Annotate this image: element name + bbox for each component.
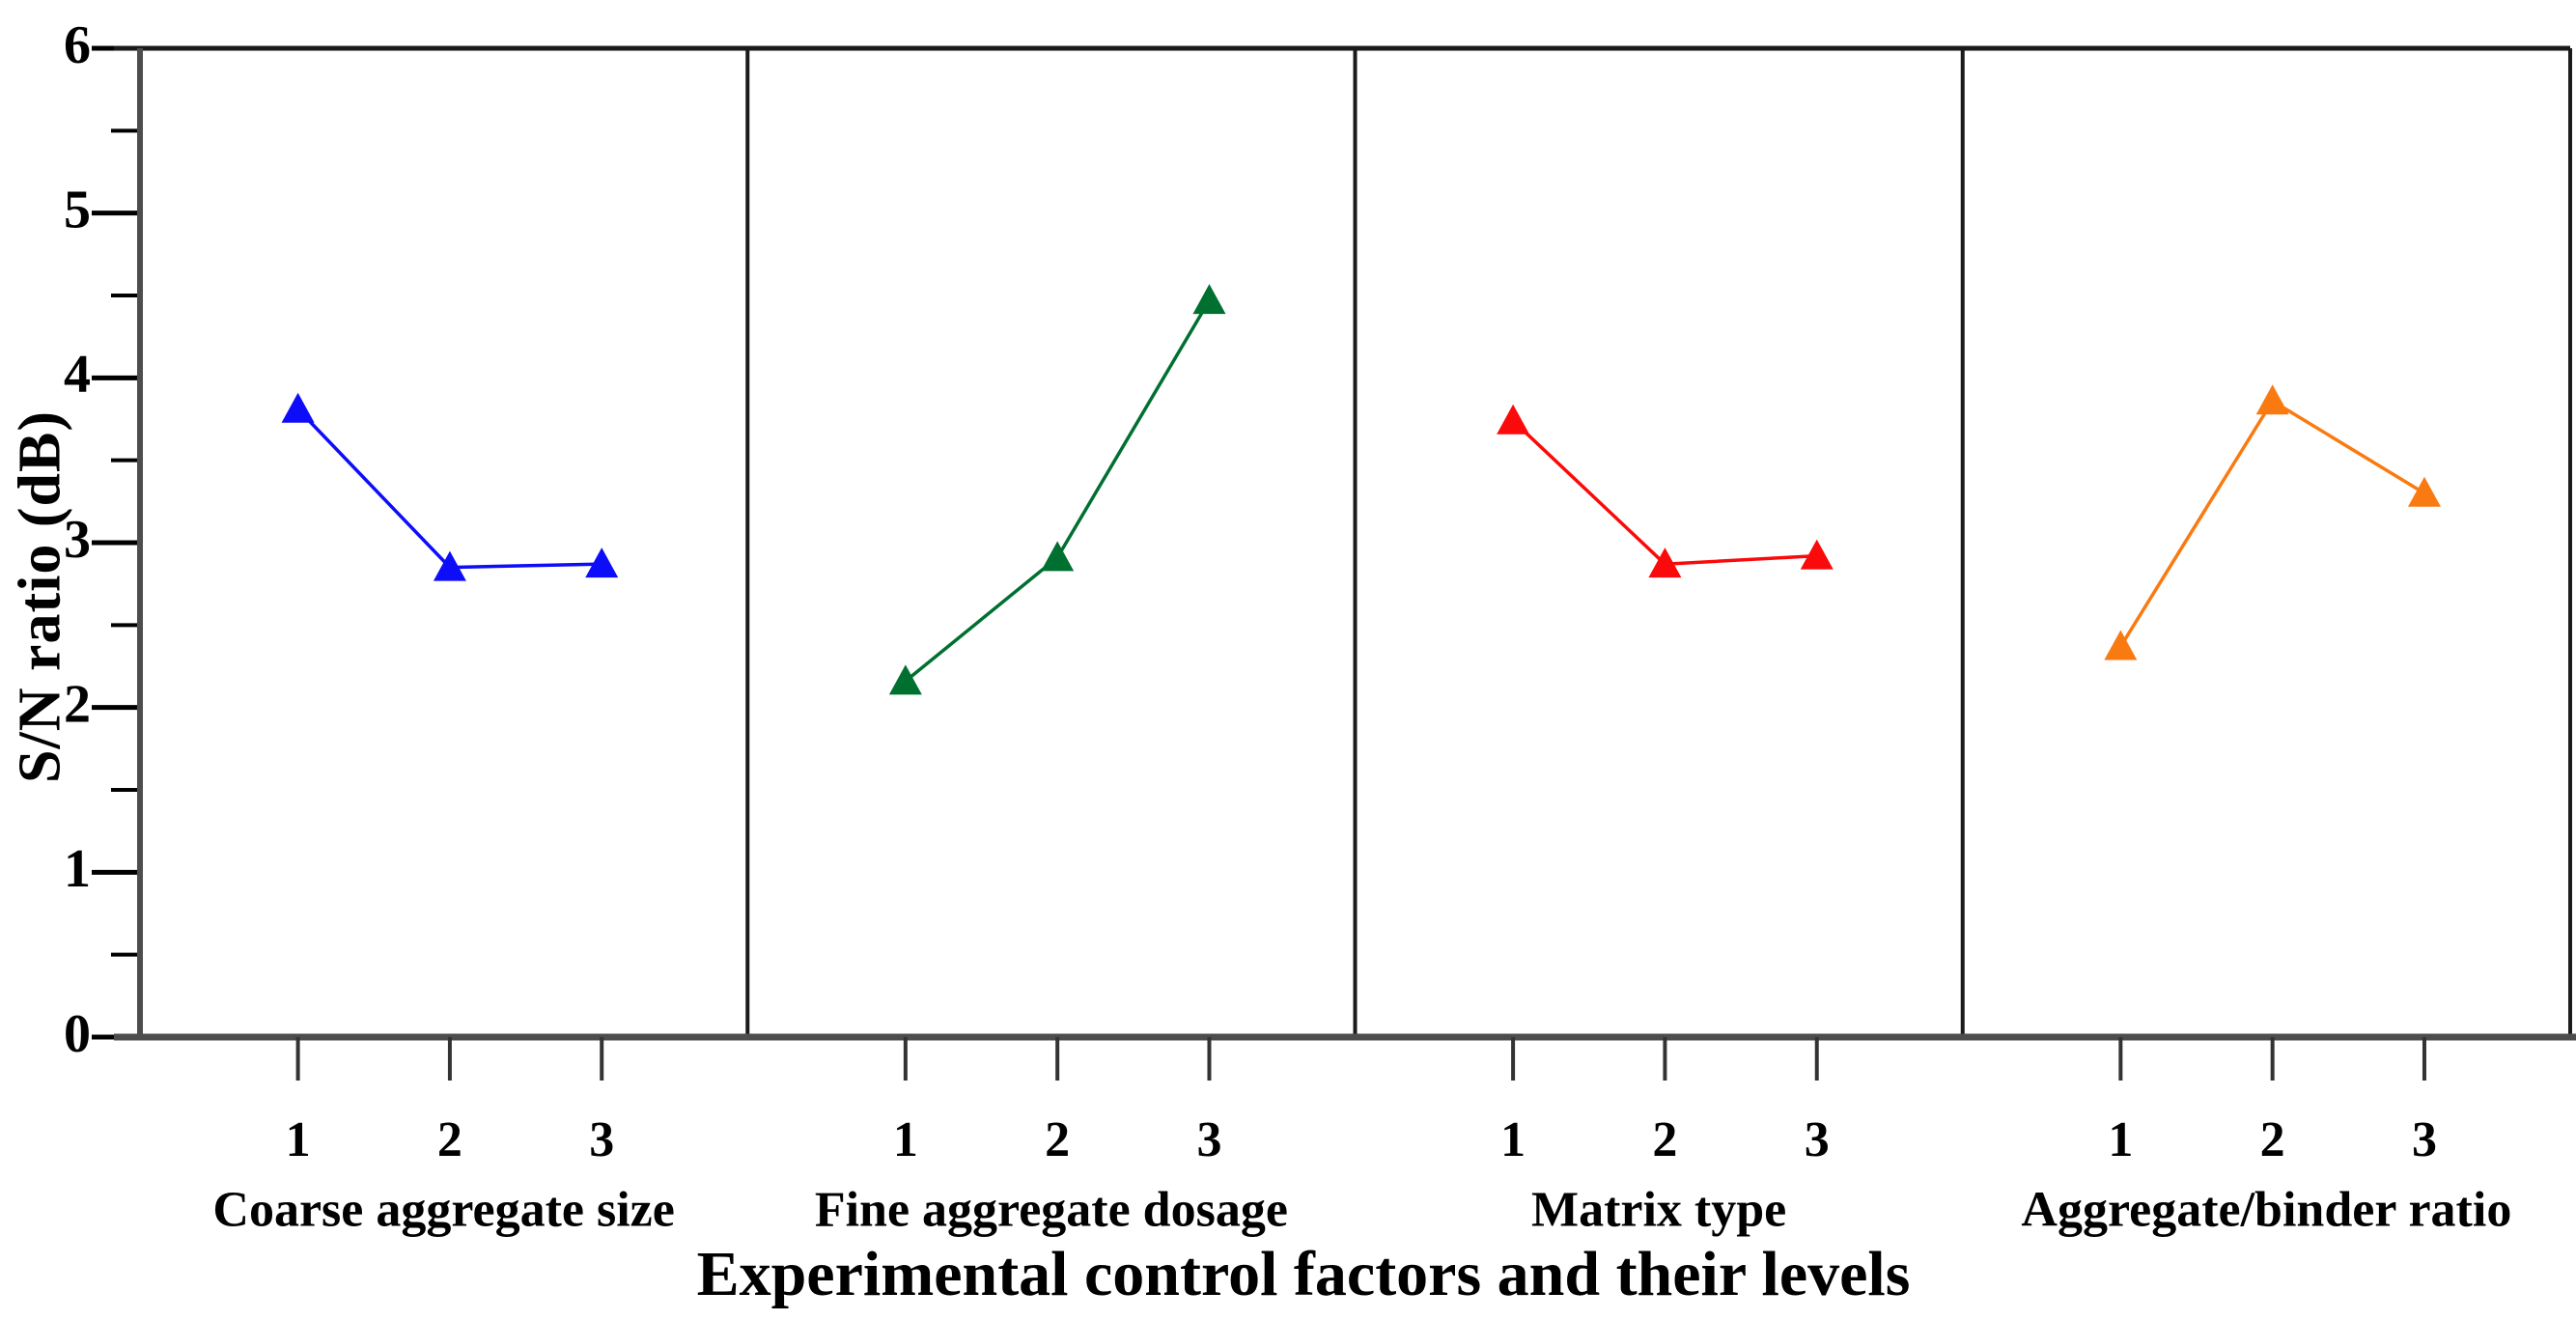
data-point-marker <box>2407 476 2441 507</box>
data-point-marker <box>2104 630 2138 660</box>
data-point-marker <box>1041 541 1075 572</box>
data-point-marker <box>1800 539 1834 570</box>
data-point-marker <box>1497 404 1530 435</box>
series-line-2 <box>904 299 1211 683</box>
data-point-marker <box>2255 384 2289 415</box>
x-tick-label: 3 <box>1805 1112 1830 1167</box>
y-tick-label: 4 <box>64 345 91 405</box>
data-point-marker <box>1648 548 1682 578</box>
y-axis-title: S/N ratio (dB) <box>7 410 73 783</box>
factor-label-aggregate-binder-ratio: Aggregate/binder ratio <box>2021 1182 2512 1238</box>
x-tick-label: 2 <box>437 1112 462 1167</box>
x-tick-label: 2 <box>2260 1112 2285 1167</box>
factor-label-matrix-type: Matrix type <box>1531 1182 1787 1238</box>
data-point-marker <box>281 392 315 423</box>
y-tick-label: 1 <box>64 839 91 899</box>
series-line-4 <box>2118 398 2425 648</box>
x-tick-label: 3 <box>1196 1112 1221 1167</box>
x-tick-label: 3 <box>2412 1112 2437 1167</box>
data-point-marker <box>433 550 466 581</box>
x-tick-label: 1 <box>2108 1112 2133 1167</box>
x-tick-label: 1 <box>1500 1112 1526 1167</box>
series-line-3 <box>1511 419 1817 566</box>
x-axis-title: Experimental control factors and their l… <box>696 1239 1911 1309</box>
x-tick-label: 1 <box>286 1112 311 1167</box>
data-point-marker <box>585 548 619 578</box>
y-tick-label: 0 <box>64 1004 91 1064</box>
series-line-1 <box>296 407 602 570</box>
factor-label-fine-aggregate-dosage: Fine aggregate dosage <box>814 1182 1288 1238</box>
y-tick-label: 5 <box>64 181 91 240</box>
factor-label-coarse-aggregate-size: Coarse aggregate size <box>212 1182 675 1238</box>
data-point-marker <box>1192 284 1226 315</box>
data-point-marker <box>888 664 922 695</box>
y-tick-label: 2 <box>64 675 91 735</box>
y-tick-label: 6 <box>64 15 91 75</box>
x-tick-label: 2 <box>1045 1112 1070 1167</box>
x-tick-label: 3 <box>589 1112 614 1167</box>
y-tick-label: 3 <box>64 510 91 570</box>
x-tick-label: 1 <box>893 1112 918 1167</box>
x-tick-label: 2 <box>1652 1112 1677 1167</box>
